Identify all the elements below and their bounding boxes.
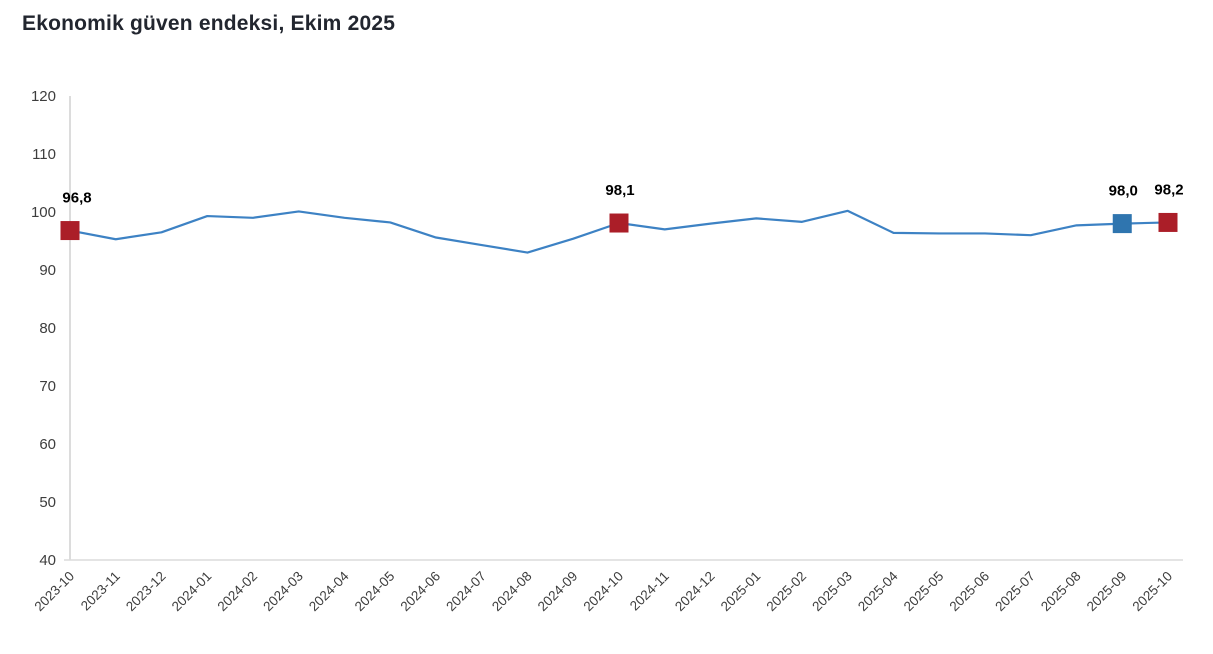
data-point-marker-2024-10 — [609, 213, 629, 233]
x-axis-tick-label: 2024-04 — [306, 568, 352, 614]
x-axis-tick-label: 2024-01 — [169, 569, 215, 615]
y-axis-tick-label: 120 — [31, 88, 56, 105]
y-axis-tick-label: 60 — [39, 436, 56, 453]
x-axis-tick-label: 2024-05 — [352, 569, 398, 615]
x-axis-tick-label: 2024-06 — [397, 569, 443, 615]
x-axis-tick-label: 2025-02 — [763, 569, 809, 615]
data-point-marker-2023-10 — [60, 221, 80, 241]
y-axis-tick-label: 100 — [31, 204, 56, 221]
x-axis-tick-label: 2024-09 — [535, 569, 581, 615]
y-axis-tick-label: 80 — [39, 320, 56, 337]
data-point-label-2025-09: 98,0 — [1109, 183, 1138, 200]
data-point-marker-2025-10 — [1158, 212, 1178, 232]
x-axis-tick-label: 2025-09 — [1084, 569, 1130, 615]
x-axis-tick-label: 2025-01 — [718, 569, 764, 615]
x-axis-tick-label: 2023-11 — [78, 569, 123, 614]
x-axis-tick-label: 2023-10 — [31, 569, 77, 615]
y-axis-tick-label: 40 — [39, 552, 56, 569]
x-axis-tick-label: 2025-04 — [855, 568, 901, 614]
x-axis-tick-label: 2024-02 — [214, 569, 260, 615]
data-point-label-2023-10: 96,8 — [62, 190, 91, 207]
x-axis-tick-label: 2024-12 — [672, 569, 718, 615]
page-title: Ekonomik güven endeksi, Ekim 2025 — [22, 12, 396, 35]
y-axis-tick-label: 70 — [39, 378, 56, 395]
x-axis-tick-label: 2025-05 — [901, 569, 947, 615]
x-axis-tick-label: 2024-08 — [489, 569, 535, 615]
x-axis-tick-label: 2025-08 — [1038, 569, 1084, 615]
data-point-label-2024-10: 98,1 — [605, 182, 634, 199]
data-point-marker-2025-09 — [1112, 214, 1132, 234]
x-axis-tick-label: 2024-07 — [443, 569, 489, 615]
x-axis-tick-label: 2024-03 — [260, 569, 306, 615]
x-axis-tick-label: 2025-07 — [992, 569, 1038, 615]
y-axis-tick-label: 110 — [32, 146, 56, 163]
x-axis-tick-label: 2025-06 — [946, 569, 992, 615]
y-axis-tick-label: 90 — [39, 262, 56, 279]
y-axis-tick-label: 50 — [39, 494, 56, 511]
x-axis-tick-label: 2024-11 — [627, 569, 672, 614]
x-axis-tick-label: 2024-10 — [580, 569, 626, 615]
data-point-label-2025-10: 98,2 — [1154, 181, 1183, 198]
x-axis-tick-label: 2023-12 — [123, 569, 169, 615]
x-axis-tick-label: 2025-10 — [1129, 569, 1175, 615]
x-axis-tick-label: 2025-03 — [809, 569, 855, 615]
